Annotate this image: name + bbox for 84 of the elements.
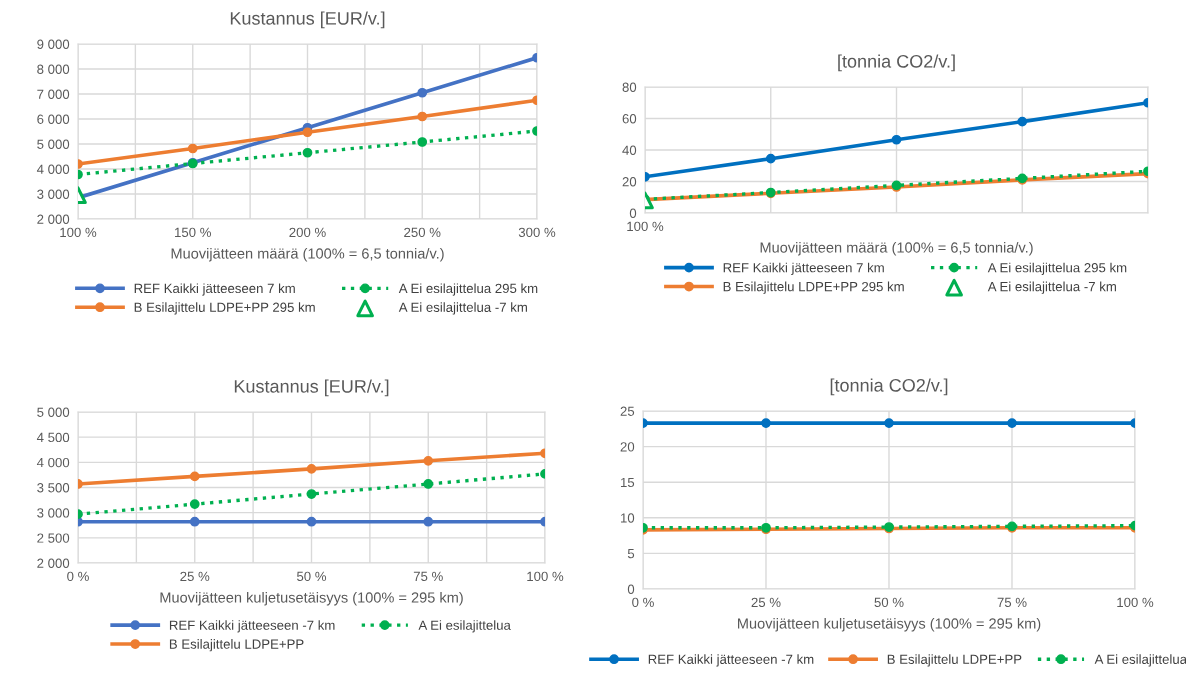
x-tick-label: 0 % — [632, 597, 654, 608]
point — [306, 464, 317, 474]
y-tick-label: 2 500 — [37, 533, 70, 543]
x-tick-label: 25 % — [180, 571, 210, 582]
point — [187, 143, 198, 154]
y-tick-label: 5 000 — [37, 139, 70, 149]
legend-label: REF Kaikki jätteeseen 7 km — [134, 283, 295, 296]
y-tick-label: 20 — [622, 177, 637, 187]
x-tick-label: 150 % — [175, 227, 211, 238]
y-tick-label: 80 — [622, 82, 637, 92]
point — [884, 418, 894, 428]
point — [417, 137, 428, 147]
x-tick-label: 50 % — [296, 571, 327, 582]
x-tick-label: 250 % — [404, 227, 441, 238]
x-tick-label: 25 % — [751, 597, 781, 608]
y-tick-label: 2 000 — [37, 558, 70, 568]
y-tick-label: 40 — [622, 145, 637, 155]
point — [302, 147, 313, 158]
legend-label: A Ei esilajittelua 295 km — [987, 262, 1127, 275]
point — [423, 455, 434, 466]
x-axis-title: Muovijätteen määrä (100% = 6,5 tonnia/v.) — [760, 241, 1033, 256]
point — [417, 111, 428, 122]
point — [761, 418, 771, 428]
point — [189, 499, 200, 509]
chart-title: Kustannus [EUR/v.] — [230, 11, 385, 29]
chart-title: [tonnia CO2/v.] — [838, 54, 955, 72]
y-tick-label: 15 — [621, 477, 635, 488]
chart-title: [tonnia CO2/v.] — [830, 378, 948, 396]
legend-label: B Esilajittelu LDPE+PP 295 km — [134, 302, 315, 315]
x-tick-label: 100 % — [527, 571, 564, 582]
y-tick-label: 2 000 — [37, 214, 70, 224]
legend-label: B Esilajittelu LDPE+PP — [169, 639, 304, 652]
y-tick-label: 10 — [621, 513, 635, 523]
y-tick-label: 4 000 — [36, 164, 70, 174]
y-tick-label: 3 500 — [37, 483, 70, 493]
x-tick-label: 200 % — [289, 227, 326, 238]
point — [306, 516, 317, 527]
y-tick-label: 5 000 — [37, 407, 70, 417]
point — [302, 127, 313, 138]
x-tick-label: 50 % — [874, 597, 904, 608]
legend-label: B Esilajittelu LDPE+PP 295 km — [723, 281, 904, 294]
y-tick-label: 9 000 — [37, 39, 70, 49]
x-tick-label: 100 % — [60, 227, 97, 238]
point — [189, 471, 200, 482]
legend-label: A Ei esilajittelua -7 km — [987, 281, 1116, 294]
x-tick-label: 100 % — [627, 221, 664, 232]
point — [306, 489, 317, 499]
y-tick-label: 20 — [620, 442, 635, 452]
y-tick-label: 8 000 — [37, 64, 70, 74]
legend-label: REF Kaikki jätteeseen -7 km — [169, 620, 335, 633]
y-tick-label: 60 — [622, 114, 637, 124]
y-tick-label: 5 — [627, 549, 635, 559]
y-tick-label: 7 000 — [37, 89, 70, 99]
legend-label: REF Kaikki jätteeseen -7 km — [648, 654, 814, 667]
y-tick-label: 6 000 — [37, 114, 70, 124]
y-tick-label: 3 000 — [37, 189, 70, 199]
y-tick-label: 0 — [629, 208, 637, 218]
point — [189, 516, 200, 527]
x-tick-label: 75 % — [413, 571, 443, 582]
point — [423, 479, 434, 489]
y-tick-label: 4 000 — [36, 457, 70, 468]
y-tick-label: 0 — [627, 584, 635, 594]
point — [1017, 116, 1028, 127]
legend-label: B Esilajittelu LDPE+PP — [887, 654, 1022, 667]
legend-label: A Ei esilajittelua 295 km — [398, 283, 538, 296]
point — [1007, 418, 1017, 428]
legend-label: A Ei esilajittelua — [418, 620, 511, 633]
point — [417, 87, 428, 98]
legend-label: REF Kaikki jätteeseen 7 km — [723, 262, 884, 275]
x-tick-label: 0 % — [67, 571, 89, 582]
point — [423, 516, 434, 527]
x-tick-label: 75 % — [997, 597, 1027, 608]
y-tick-label: 25 — [620, 406, 635, 416]
x-axis-title: Muovijätteen määrä (100% = 6,5 tonnia/v.) — [171, 247, 444, 262]
x-axis-title: Muovijätteen kuljetusetäisyys (100% = 295 km) — [160, 591, 463, 606]
y-tick-label: 4 500 — [36, 432, 70, 443]
chart-title: Kustannus [EUR/v.] — [234, 379, 389, 397]
x-tick-label: 300 % — [518, 227, 556, 238]
point — [765, 153, 776, 164]
x-axis-title: Muovijätteen kuljetusetäisyys (100% = 295 km) — [738, 617, 1041, 632]
x-tick-label: 100 % — [1117, 597, 1154, 608]
legend-label: A Ei esilajittelua -7 km — [398, 302, 527, 315]
y-tick-label: 3 000 — [37, 508, 70, 518]
point — [891, 134, 902, 145]
